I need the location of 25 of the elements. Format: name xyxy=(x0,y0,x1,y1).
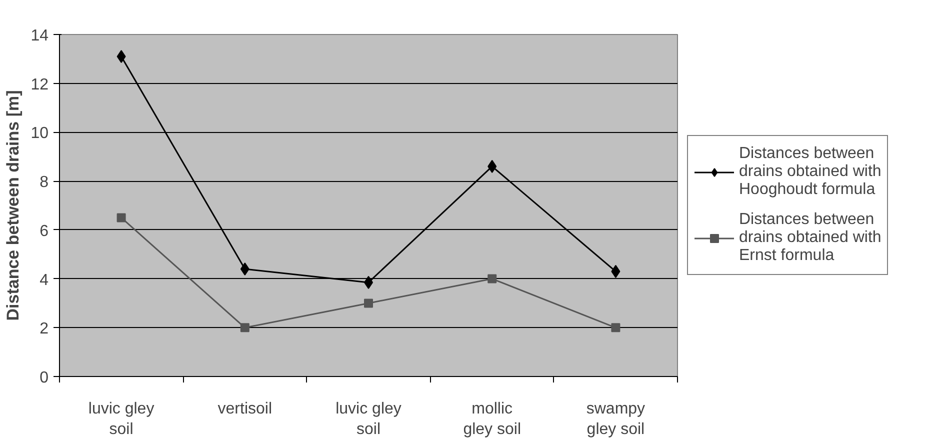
point xyxy=(116,213,126,222)
x-tick-label: swampy gley soil xyxy=(586,400,646,438)
y-tick-label: 12 xyxy=(30,76,49,94)
x-tick-label: mollic gley soil xyxy=(463,400,522,438)
y-tick-label: 0 xyxy=(40,370,49,386)
y-axis-title: Distance between drains [m] xyxy=(4,90,23,321)
point xyxy=(364,298,373,308)
y-tick-label: 6 xyxy=(40,222,49,240)
y-tick-label: 10 xyxy=(30,125,49,142)
point xyxy=(240,323,250,332)
point xyxy=(488,160,497,173)
point xyxy=(611,323,620,332)
legend-label: Distances between drains obtained with Hooghoudt formula xyxy=(739,144,882,200)
y-tick-label: 2 xyxy=(40,320,49,338)
legend-label: Distances between drains obtained with Ernst formula xyxy=(739,210,882,266)
x-tick-label: luvic gley soil xyxy=(336,400,402,438)
point xyxy=(611,264,620,278)
x-tick-label: vertisoil xyxy=(218,400,272,418)
y-tick-label: 8 xyxy=(40,174,49,192)
point xyxy=(116,50,126,63)
y-tick-label: 14 xyxy=(30,28,49,44)
x-tick-label: luvic gley soil xyxy=(88,400,154,438)
y-tick-label: 4 xyxy=(40,272,49,289)
point xyxy=(488,274,497,284)
point xyxy=(240,262,250,276)
